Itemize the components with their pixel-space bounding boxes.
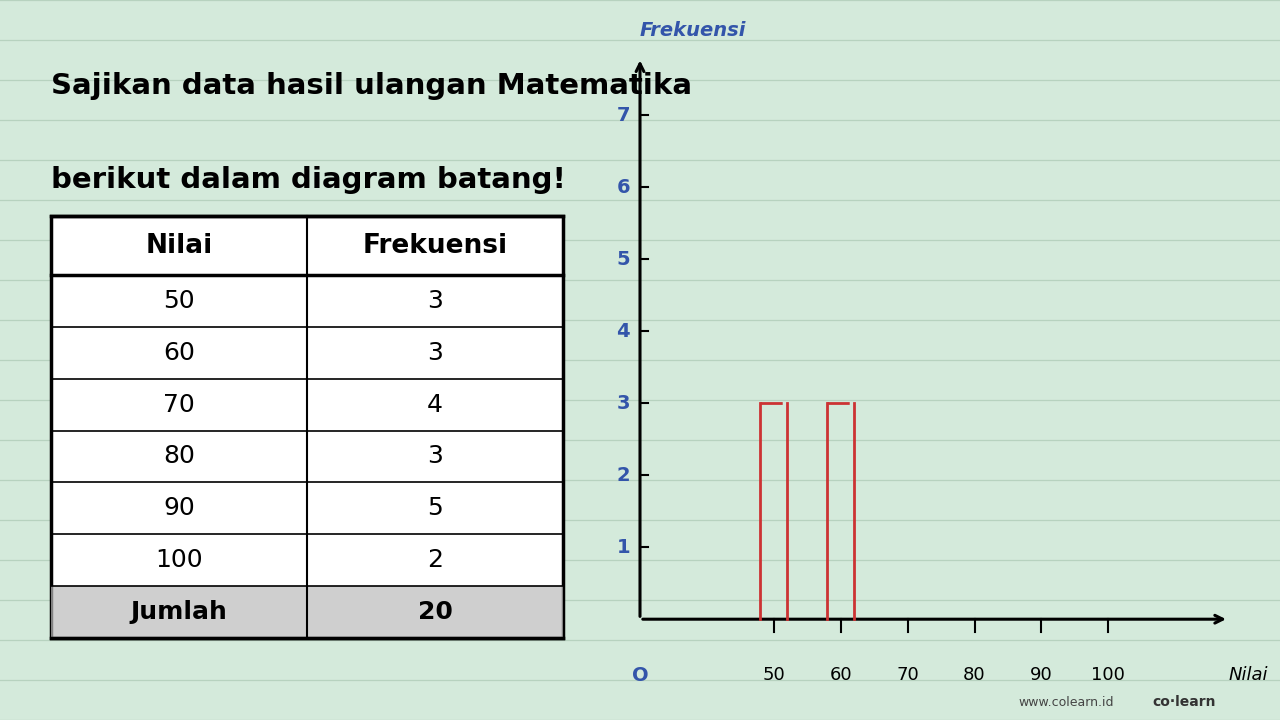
Text: Jumlah: Jumlah — [131, 600, 228, 624]
Text: 70: 70 — [896, 666, 919, 684]
Text: Sajikan data hasil ulangan Matematika: Sajikan data hasil ulangan Matematika — [51, 72, 692, 100]
Text: 3: 3 — [617, 394, 630, 413]
Text: 80: 80 — [164, 444, 195, 469]
Text: 3: 3 — [428, 444, 443, 469]
Text: 5: 5 — [428, 496, 443, 521]
Text: Nilai: Nilai — [146, 233, 212, 258]
Text: berikut dalam diagram batang!: berikut dalam diagram batang! — [51, 166, 566, 194]
Text: 60: 60 — [164, 341, 195, 365]
Text: www.colearn.id: www.colearn.id — [1018, 696, 1114, 709]
Text: 100: 100 — [1092, 666, 1125, 684]
Text: 3: 3 — [428, 289, 443, 313]
Text: 70: 70 — [164, 392, 195, 417]
Text: 20: 20 — [417, 600, 453, 624]
Text: 100: 100 — [155, 548, 204, 572]
Text: 4: 4 — [617, 322, 630, 341]
Text: 4: 4 — [428, 392, 443, 417]
Text: 2: 2 — [617, 466, 630, 485]
Text: Frekuensi: Frekuensi — [640, 21, 746, 40]
Text: 5: 5 — [617, 250, 630, 269]
Text: O: O — [632, 666, 648, 685]
Text: 90: 90 — [164, 496, 195, 521]
Text: co·learn: co·learn — [1152, 696, 1216, 709]
Text: 80: 80 — [964, 666, 986, 684]
Text: 7: 7 — [617, 106, 630, 125]
Text: 2: 2 — [428, 548, 443, 572]
Text: 6: 6 — [617, 178, 630, 197]
Text: 60: 60 — [829, 666, 852, 684]
Text: 50: 50 — [763, 666, 785, 684]
Text: 50: 50 — [164, 289, 195, 313]
Text: 90: 90 — [1030, 666, 1053, 684]
Text: 3: 3 — [428, 341, 443, 365]
Text: 1: 1 — [617, 538, 630, 557]
Text: Frekuensi: Frekuensi — [362, 233, 508, 258]
Text: Nilai: Nilai — [1229, 666, 1268, 684]
